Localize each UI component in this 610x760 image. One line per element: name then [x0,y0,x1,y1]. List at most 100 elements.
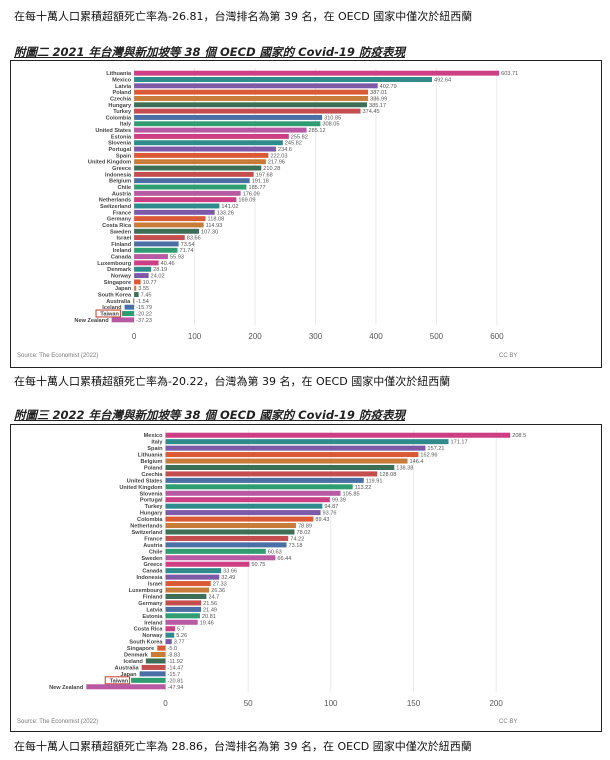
category-label: Spain [147,446,163,452]
category-label: United Kingdom [119,485,162,491]
value-label: 119.91 [366,478,383,484]
bar-chart-2021: 0 100 200 300 400 500 600 Lithuania 603.71 Mexico… [17,68,518,359]
value-label: 78.02 [297,530,311,536]
bar [165,439,449,445]
category-label: Singapore [127,646,154,652]
value-label: 99.39 [332,498,346,504]
bar [134,108,361,114]
bar [134,197,237,203]
bar [165,484,353,490]
category-label: Austria [143,543,163,549]
value-label: 73.54 [181,242,195,248]
bar [134,241,179,247]
bar [131,677,166,683]
category-label: Sweden [110,229,132,235]
figure-caption-2021: 附圖二 2021 年台灣與新加坡等 38 個 OECD 國家的 Covid-19… [14,45,405,59]
source-note: Source: The Economist (2022) [17,719,98,725]
result-text-2021: 在每十萬人口累積超額死亡率為-20.22，台灣為第 39 名，在 OECD 國家… [14,375,451,388]
x-tick-label: 400 [369,332,383,341]
category-label: Canada [142,569,163,575]
bar-chart-2022: 0 50 100 150 200 Mexico 208.5 Italy 171.17 Spain 1… [17,430,526,725]
category-label: Slovenia [108,141,132,147]
bar [165,432,511,438]
value-label: 89.43 [315,517,329,523]
value-label: 5.26 [176,633,187,639]
x-tick-label: 150 [407,699,421,708]
value-label: 152.96 [420,453,437,459]
value-label: -15.79 [136,305,152,311]
bar [134,266,152,272]
bar [157,645,166,651]
category-label: Czechia [110,96,132,102]
bar [134,190,241,196]
license-note: CC BY [499,353,517,359]
category-label: Netherlands [99,198,131,204]
x-tick-label: 100 [324,699,338,708]
value-label: -8.83 [168,653,181,659]
value-label: 157.21 [427,446,444,452]
bar [165,613,200,619]
value-label: 222.03 [270,153,287,159]
category-label: Estonia [111,134,132,140]
category-label: Belgium [109,179,131,185]
value-label: 19.46 [200,620,214,626]
bar [134,279,141,285]
value-label: 402.79 [380,84,397,90]
category-label: Portugal [140,498,163,504]
value-label: 310.85 [324,115,341,121]
category-label: Luxembourg [97,261,131,267]
value-label: 27.33 [213,582,227,588]
value-label: 105.85 [343,491,360,497]
bar [134,165,262,171]
bar [134,77,432,82]
x-tick-label: 100 [188,332,202,341]
value-label: -5.0 [168,646,178,652]
category-label: Chile [149,549,163,555]
value-label: 146.4 [410,459,424,465]
bar [134,114,323,120]
value-label: 60.63 [268,549,282,555]
bar [165,452,419,458]
category-label: Mexico [144,433,164,439]
value-label: 374.45 [363,109,380,115]
category-label: Greece [112,166,131,172]
bar [165,606,202,612]
category-label: Germany [138,601,163,607]
bar [134,222,204,228]
value-label: -37.23 [136,318,152,324]
category-label: Turkey [113,109,132,115]
value-label: 128.08 [379,472,396,478]
category-label: Italy [151,440,163,446]
bar [165,458,408,464]
value-label: -47.94 [168,685,184,691]
category-label: France [113,210,131,216]
chart-frame-2022: 0 50 100 150 200 Mexico 208.5 Italy 171.17 Spain 1… [10,424,602,732]
bar [134,235,185,241]
value-label: 114.93 [206,223,223,229]
value-label: 107.30 [201,229,218,235]
value-label: 21.49 [203,607,217,613]
bar [165,619,198,625]
value-label: 210.28 [263,166,280,172]
value-label: 3.55 [138,286,149,292]
value-label: 245.82 [285,141,302,147]
value-label: 32.49 [221,575,235,581]
bar [111,317,135,323]
bar [134,83,378,89]
bar [134,254,168,260]
chart-frame-2021: 0 100 200 300 400 500 600 Lithuania 603.71 Mexico… [10,60,602,368]
bar [165,574,220,580]
category-label: Greece [144,562,163,568]
bar [134,102,368,108]
category-label: Hungary [108,103,132,109]
value-label: 197.68 [256,172,273,178]
x-tick-label: 300 [309,332,323,341]
bar [165,535,289,541]
category-label: Iceland [102,305,122,311]
bar [134,178,250,184]
value-label: 308.05 [322,122,339,128]
intro-text: 在每十萬人口累積超額死亡率為-26.81，台灣排名為第 39 名，在 OECD … [14,10,473,23]
category-label: Australia [115,665,140,671]
value-label: 78.89 [298,524,312,530]
category-label: Switzerland [100,204,132,210]
